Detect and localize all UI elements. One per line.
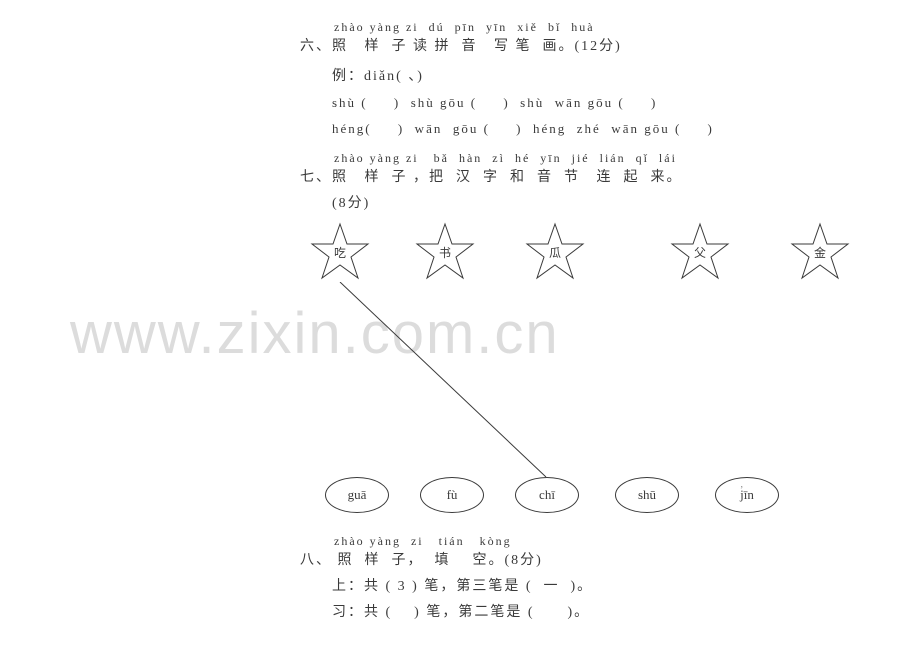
sec6-pinyin: zhào yàng zi dú pīn yīn xiě bǐ huà — [334, 20, 900, 35]
pinyin-oval: shū — [615, 477, 679, 513]
sec6-example: 例：diǎn( 、) — [332, 65, 900, 85]
worksheet-content: zhào yàng zi dú pīn yīn xiě bǐ huà 六、照 样… — [300, 20, 900, 625]
pinyin-oval: guā — [325, 477, 389, 513]
star-item: 书 — [415, 222, 475, 282]
star-char: 瓜 — [525, 244, 585, 261]
sec8-pinyin: zhào yàng zi tián kòng — [334, 534, 900, 549]
sec8-line1: 上：共 ( 3 ) 笔，第三笔是 ( 一 )。 — [332, 575, 900, 595]
star-char: 吃 — [310, 244, 370, 261]
pinyin-oval: fù — [420, 477, 484, 513]
star-item: 吃 — [310, 222, 370, 282]
sec6-row2: héng( ) wān gōu ( ) héng zhé wān gōu ( ) — [332, 121, 900, 137]
star-char: 书 — [415, 244, 475, 261]
ovals-row: guāfùchīshūjīn — [300, 477, 900, 522]
pinyin-oval: jīn — [715, 477, 779, 513]
star-item: 父 — [670, 222, 730, 282]
stars-row: 吃书瓜父金 — [300, 222, 900, 282]
sec8-heading: 八、 照 样 子， 填 空。(8分) — [300, 549, 900, 569]
sec7-points: (8分) — [332, 192, 900, 212]
star-item: 瓜 — [525, 222, 585, 282]
star-char: 父 — [670, 244, 730, 261]
pinyin-oval: chī — [515, 477, 579, 513]
star-item: 金 — [790, 222, 850, 282]
star-char: 金 — [790, 244, 850, 261]
connector-area — [300, 282, 900, 477]
sec7-pinyin: zhào yàng zi bǎ hàn zì hé yīn jié lián q… — [334, 151, 900, 166]
sec8-line2: 习：共 ( ) 笔，第二笔是 ( )。 — [332, 601, 900, 621]
sec6-heading: 六、照 样 子 读 拼 音 写 笔 画。(12分) — [300, 35, 900, 55]
sec6-row1: shù ( ) shù gōu ( ) shù wān gōu ( ) — [332, 95, 900, 111]
connector-svg — [300, 282, 900, 477]
sec7-heading: 七、照 样 子 ，把 汉 字 和 音 节 连 起 来。 — [300, 166, 900, 186]
matching-line — [340, 282, 546, 477]
